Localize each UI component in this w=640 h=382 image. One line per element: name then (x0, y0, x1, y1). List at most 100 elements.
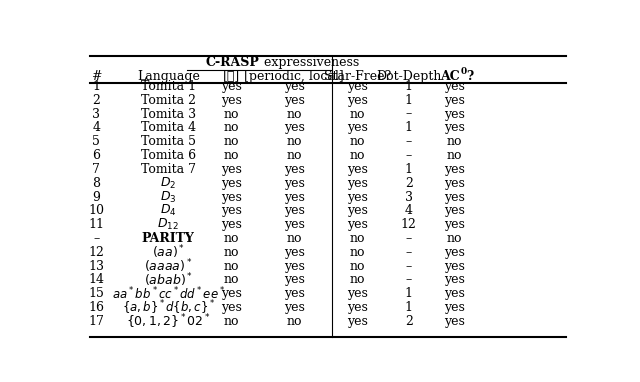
Text: yes: yes (284, 163, 305, 176)
Text: yes: yes (284, 80, 305, 93)
Text: 13: 13 (88, 260, 104, 273)
Text: 1: 1 (405, 301, 413, 314)
Text: –: – (406, 232, 412, 245)
Text: yes: yes (221, 80, 242, 93)
Text: yes: yes (284, 287, 305, 300)
Text: –: – (406, 274, 412, 286)
Text: Tomita 2: Tomita 2 (141, 94, 196, 107)
Text: 16: 16 (88, 301, 104, 314)
Text: C-RASP: C-RASP (205, 55, 260, 68)
Text: yes: yes (444, 315, 465, 328)
Text: 12: 12 (88, 246, 104, 259)
Text: 8: 8 (92, 177, 100, 190)
Text: Star-Free?: Star-Free? (324, 70, 392, 83)
Text: 3: 3 (405, 191, 413, 204)
Text: 17: 17 (88, 315, 104, 328)
Text: yes: yes (284, 204, 305, 217)
Text: yes: yes (284, 218, 305, 231)
Text: yes: yes (348, 121, 368, 134)
Text: no: no (287, 135, 302, 148)
Text: no: no (447, 135, 462, 148)
Text: yes: yes (348, 218, 368, 231)
Text: no: no (287, 232, 302, 245)
Text: yes: yes (348, 287, 368, 300)
Text: yes: yes (444, 191, 465, 204)
Text: yes: yes (348, 191, 368, 204)
Text: $\mathit{D}_{4}$: $\mathit{D}_{4}$ (160, 203, 177, 219)
Text: 2: 2 (405, 315, 413, 328)
Text: yes: yes (444, 260, 465, 273)
Text: ?: ? (466, 70, 473, 83)
Text: Dot-Depth: Dot-Depth (376, 70, 442, 83)
Text: $\mathit{D}_{12}$: $\mathit{D}_{12}$ (157, 217, 179, 232)
Text: 6: 6 (92, 149, 100, 162)
Text: yes: yes (348, 80, 368, 93)
Text: $\mathit{D}_{2}$: $\mathit{D}_{2}$ (160, 176, 177, 191)
Text: yes: yes (444, 274, 465, 286)
Text: yes: yes (284, 177, 305, 190)
Text: yes: yes (284, 274, 305, 286)
Text: no: no (350, 246, 365, 259)
Text: 9: 9 (92, 191, 100, 204)
Text: no: no (287, 149, 302, 162)
Text: yes: yes (444, 218, 465, 231)
Text: $\mathit{\{a,b\}^*d\{b,c\}^*}$: $\mathit{\{a,b\}^*d\{b,c\}^*}$ (122, 298, 215, 317)
Text: yes: yes (348, 204, 368, 217)
Text: yes: yes (284, 260, 305, 273)
Text: yes: yes (284, 94, 305, 107)
Text: [periodic, local]: [periodic, local] (244, 70, 344, 83)
Text: yes: yes (284, 191, 305, 204)
Text: yes: yes (221, 287, 242, 300)
Text: 5: 5 (92, 135, 100, 148)
Text: –: – (406, 246, 412, 259)
Text: yes: yes (284, 301, 305, 314)
Text: 1: 1 (92, 80, 100, 93)
Text: –: – (406, 149, 412, 162)
Text: #: # (91, 70, 102, 83)
Text: [∅]: [∅] (223, 70, 240, 83)
Text: yes: yes (348, 94, 368, 107)
Text: $\mathit{aa^*bb^*cc^*dd^*ee^*}$: $\mathit{aa^*bb^*cc^*dd^*ee^*}$ (111, 285, 225, 302)
Text: expressiveness: expressiveness (260, 55, 359, 68)
Text: yes: yes (444, 301, 465, 314)
Text: no: no (223, 108, 239, 121)
Text: yes: yes (444, 163, 465, 176)
Text: Tomita 5: Tomita 5 (141, 135, 196, 148)
Text: yes: yes (221, 301, 242, 314)
Text: 2: 2 (92, 94, 100, 107)
Text: 4: 4 (405, 204, 413, 217)
Text: 4: 4 (92, 121, 100, 134)
Text: yes: yes (221, 218, 242, 231)
Text: no: no (223, 232, 239, 245)
Text: no: no (223, 246, 239, 259)
Text: Language: Language (137, 70, 200, 83)
Text: no: no (287, 315, 302, 328)
Text: –: – (406, 260, 412, 273)
Text: no: no (223, 315, 239, 328)
Text: no: no (350, 108, 365, 121)
Text: 1: 1 (405, 287, 413, 300)
Text: AC: AC (440, 70, 460, 83)
Text: 10: 10 (88, 204, 104, 217)
Text: Tomita 6: Tomita 6 (141, 149, 196, 162)
Text: yes: yes (348, 177, 368, 190)
Text: 15: 15 (88, 287, 104, 300)
Text: no: no (223, 274, 239, 286)
Text: Tomita 1: Tomita 1 (141, 80, 196, 93)
Text: no: no (350, 260, 365, 273)
Text: no: no (223, 135, 239, 148)
Text: no: no (350, 232, 365, 245)
Text: no: no (447, 149, 462, 162)
Text: yes: yes (444, 246, 465, 259)
Text: 7: 7 (92, 163, 100, 176)
Text: no: no (350, 274, 365, 286)
Text: yes: yes (444, 94, 465, 107)
Text: $\mathit{D}_{3}$: $\mathit{D}_{3}$ (160, 189, 177, 205)
Text: –: – (406, 108, 412, 121)
Text: yes: yes (221, 163, 242, 176)
Text: yes: yes (284, 121, 305, 134)
Text: $\mathit{\{0,1,2\}^*02^*}$: $\mathit{\{0,1,2\}^*02^*}$ (126, 312, 211, 331)
Text: –: – (93, 232, 99, 245)
Text: Tomita 7: Tomita 7 (141, 163, 196, 176)
Text: $\mathit{(aaaa)^*}$: $\mathit{(aaaa)^*}$ (144, 257, 193, 275)
